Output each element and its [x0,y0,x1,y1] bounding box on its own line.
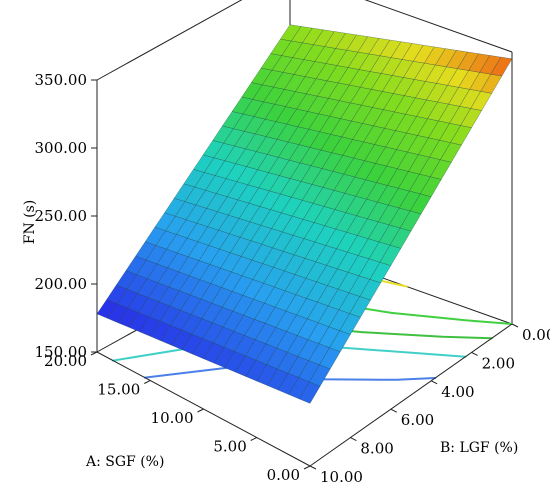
x-tick-label: 10.00 [151,409,194,427]
x-tick-mark [197,408,204,413]
edge-top-right [364,0,513,53]
y-tick-mark [511,323,519,328]
y-tick-mark [430,380,438,385]
y-tick-mark [471,351,478,356]
x-tick-mark [250,437,257,441]
edge-floor-front-right [309,323,513,467]
z-tick-label: 250.00 [35,207,88,225]
z-tick-label: 150.00 [35,343,88,361]
surface-cell [490,56,513,77]
y-tick-mark [390,408,398,413]
z-tick-label: 350.00 [35,71,88,89]
z-axis-title: FN (s) [22,200,38,245]
x-tick-label: 5.00 [213,438,246,456]
x-tick-label: 15.00 [97,381,140,399]
response-surface [96,24,513,404]
edge-top-left [96,0,243,81]
x-tick-mark [144,380,151,384]
x-tick-label: 20.00 [44,352,87,370]
x-axis-title: A: SGF (%) [85,454,164,470]
y-tick-label: 8.00 [360,440,393,458]
axis-ticks: 150.00 200.00 250.00 300.00 350.00 0.00 5.00 10… [35,71,550,486]
y-axis-title: B: LGF (%) [440,440,518,456]
y-tick-label: 6.00 [401,411,434,429]
y-tick-label: 0.00 [522,326,550,344]
x-tick-mark [90,351,98,356]
y-tick-mark [350,437,357,442]
x-tick-label: 0.00 [267,466,300,484]
z-tick-label: 300.00 [35,139,88,157]
y-tick-label: 4.00 [441,383,474,401]
y-tick-label: 2.00 [482,354,515,372]
x-tick-mark [303,465,311,470]
y-tick-label: 10.00 [320,468,363,486]
z-tick-label: 200.00 [35,275,88,293]
y-tick-mark [309,465,317,470]
